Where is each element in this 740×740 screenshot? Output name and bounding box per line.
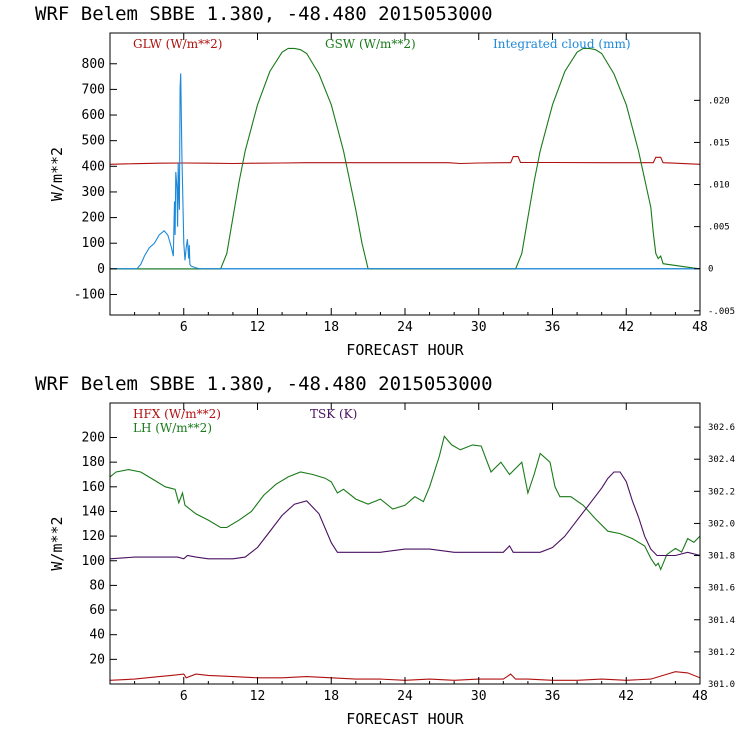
x-axis-label: FORECAST HOUR <box>346 710 464 728</box>
y-tick-label: 300 <box>82 185 105 200</box>
legend-entry: GLW (W/m**2) <box>133 37 222 51</box>
y-tick-label: 60 <box>89 603 105 618</box>
x-tick-label: 48 <box>692 689 708 704</box>
y-tick-label: 200 <box>82 211 105 226</box>
y-axis-label: W/m**2 <box>48 147 66 201</box>
x-tick-label: 42 <box>618 320 634 335</box>
y-tick-label: 40 <box>89 628 105 643</box>
plot-frame <box>109 402 701 685</box>
y-tick-label: 80 <box>89 578 105 593</box>
x-axis-label: FORECAST HOUR <box>346 341 464 359</box>
y2-tick-label: 302.2 <box>708 487 735 497</box>
x-tick-label: 6 <box>180 320 188 335</box>
x-tick-label: 36 <box>545 320 561 335</box>
x-tick-label: 24 <box>397 320 413 335</box>
y2-tick-label: .015 <box>708 138 730 148</box>
series-line-hfx <box>110 671 700 681</box>
y-tick-label: 0 <box>97 262 105 277</box>
x-tick-label: 42 <box>618 689 634 704</box>
y-tick-label: 100 <box>82 236 105 251</box>
y2-tick-label: 302.0 <box>708 519 735 529</box>
y-tick-label: -100 <box>74 287 105 302</box>
y2-tick-label: 302.6 <box>708 423 735 433</box>
y2-tick-label: 301.2 <box>708 648 735 658</box>
y2-tick-label: .005 <box>708 223 730 233</box>
y-tick-label: 140 <box>82 504 105 519</box>
x-tick-label: 18 <box>323 689 339 704</box>
y2-tick-label: 302.4 <box>708 455 735 465</box>
x-tick-label: 6 <box>180 689 188 704</box>
y2-tick-label: 0 <box>708 265 713 275</box>
series-line-lh <box>110 435 700 571</box>
y-tick-label: 200 <box>82 431 105 446</box>
legend-entry: LH (W/m**2) <box>133 421 212 435</box>
y-tick-label: 180 <box>82 455 105 470</box>
x-tick-label: 48 <box>692 320 708 335</box>
x-tick-label: 12 <box>250 320 266 335</box>
series-line-glw <box>110 156 700 165</box>
y2-tick-label: 301.0 <box>708 680 735 690</box>
series-line-tsk <box>110 471 700 560</box>
series-line-gsw <box>110 47 700 270</box>
chart-panel-2: WRF Belem SBBE 1.380, -48.480 2015053000… <box>35 373 735 728</box>
x-tick-label: 30 <box>471 689 487 704</box>
y2-tick-label: 301.6 <box>708 584 735 594</box>
y2-tick-label: .020 <box>708 96 730 106</box>
legend-entry: GSW (W/m**2) <box>325 37 416 51</box>
y-tick-label: 600 <box>82 108 105 123</box>
series-line-integrated <box>110 73 700 270</box>
y2-tick-label: -.005 <box>708 307 735 317</box>
y2-tick-label: 301.4 <box>708 616 735 626</box>
y-tick-label: 120 <box>82 529 105 544</box>
y-tick-label: 800 <box>82 57 105 72</box>
y2-tick-label: 301.8 <box>708 552 735 562</box>
legend-entry: Integrated cloud (mm) <box>493 37 631 51</box>
chart-panel-1: WRF Belem SBBE 1.380, -48.480 2015053000… <box>35 3 735 359</box>
y-tick-label: 500 <box>82 134 105 149</box>
x-tick-label: 30 <box>471 320 487 335</box>
x-tick-label: 12 <box>250 689 266 704</box>
plot-frame <box>109 32 701 316</box>
chart-title: WRF Belem SBBE 1.380, -48.480 2015053000 <box>35 3 493 25</box>
y-tick-label: 100 <box>82 554 105 569</box>
x-tick-label: 18 <box>323 320 339 335</box>
x-tick-label: 36 <box>545 689 561 704</box>
y2-tick-label: .010 <box>708 181 730 191</box>
x-tick-label: 24 <box>397 689 413 704</box>
y-axis-label: W/m**2 <box>48 516 66 570</box>
y-tick-label: 400 <box>82 159 105 174</box>
y-tick-label: 160 <box>82 480 105 495</box>
legend-entry: TSK (K) <box>310 407 357 421</box>
legend-entry: HFX (W/m**2) <box>133 407 221 421</box>
chart-title: WRF Belem SBBE 1.380, -48.480 2015053000 <box>35 373 493 395</box>
y-tick-label: 20 <box>89 652 105 667</box>
y-tick-label: 700 <box>82 82 105 97</box>
